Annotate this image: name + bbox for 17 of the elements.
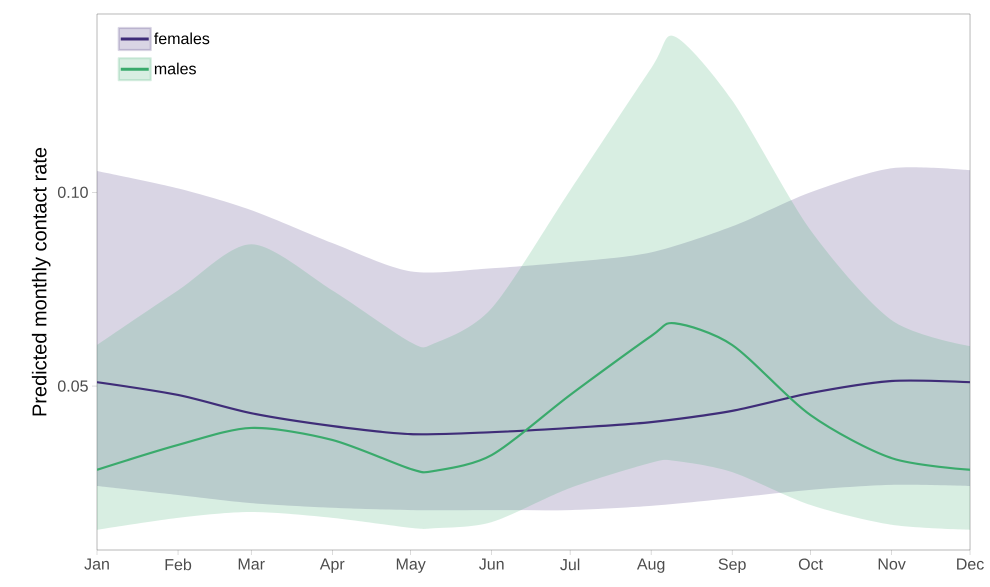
legend-label: males bbox=[154, 62, 196, 74]
y-tick-label: 0.05 bbox=[58, 380, 88, 392]
x-tick-label: Nov bbox=[878, 558, 906, 570]
x-tick-label: Mar bbox=[238, 558, 265, 570]
y-axis-title: Predicted monthly contact rate bbox=[32, 148, 51, 416]
x-tick-label: Jul bbox=[560, 558, 580, 570]
legend-label: females bbox=[154, 32, 210, 44]
y-tick-label: 0.10 bbox=[58, 186, 88, 198]
x-tick-label: Apr bbox=[320, 558, 344, 573]
x-tick-label: Jan bbox=[84, 558, 109, 570]
x-tick-label: Jun bbox=[479, 558, 504, 570]
x-tick-label: Oct bbox=[798, 558, 823, 570]
x-tick-label: Sep bbox=[718, 558, 746, 574]
x-tick-label: Aug bbox=[636, 558, 664, 573]
x-tick-label: Dec bbox=[957, 558, 984, 570]
x-tick-label: May bbox=[396, 558, 426, 573]
x-tick-label: Feb bbox=[166, 558, 192, 570]
